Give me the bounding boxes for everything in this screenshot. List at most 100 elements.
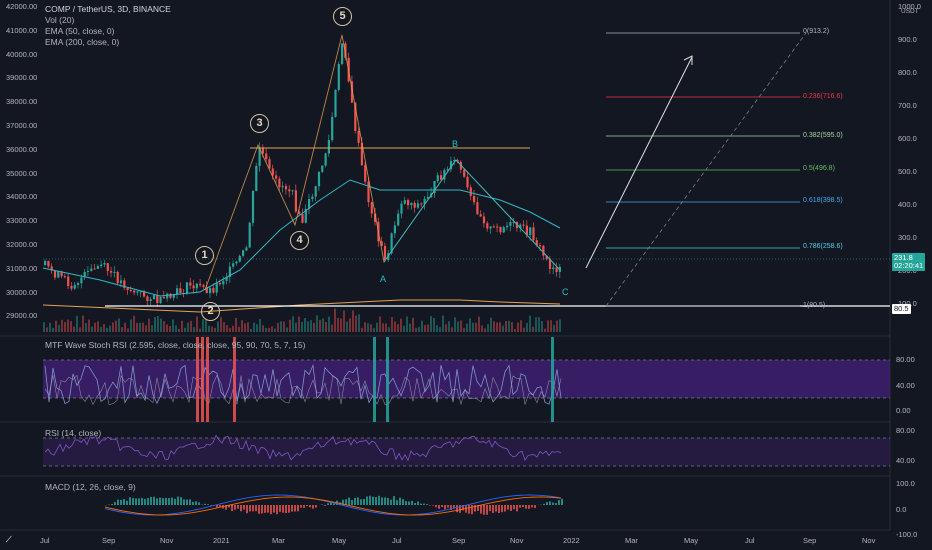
candle-body [555, 267, 558, 273]
candle-body [50, 266, 53, 271]
volume-bar [226, 325, 228, 332]
volume-bar [49, 322, 51, 332]
volume-bar [400, 318, 402, 332]
tradingview-logo-icon[interactable]: ⟋ [6, 535, 12, 544]
volume-bar [94, 322, 96, 332]
candle-body [393, 225, 396, 234]
volume-bar [274, 328, 276, 332]
volume-bar [514, 328, 516, 332]
candle-body [123, 280, 126, 289]
indicator-vol[interactable]: Vol (20) [45, 15, 75, 25]
candle-body [440, 175, 443, 180]
symbol-title[interactable]: COMP / TetherUS, 3D, BINANCE [45, 4, 171, 14]
time-axis-label: Nov [862, 536, 876, 545]
macd-histogram-bar [507, 505, 509, 510]
volume-bar [367, 323, 369, 332]
candle-body [176, 288, 179, 295]
macd-histogram-bar [276, 505, 278, 515]
macd-histogram-bar [234, 505, 236, 510]
macd-histogram-bar [315, 505, 317, 508]
left-axis-tick: 32000.00 [6, 240, 38, 249]
rsi-pane-title[interactable]: RSI (14, close) [45, 428, 102, 438]
candle-body [218, 282, 222, 285]
candle-body [466, 176, 469, 188]
macd-histogram-bar [429, 505, 431, 506]
volume-bar [109, 325, 111, 332]
projection-arrow [585, 56, 693, 269]
candle-body [202, 285, 205, 287]
right-axis-tick: 800.0 [898, 68, 917, 77]
volume-bar [520, 320, 522, 332]
candle-body [261, 147, 264, 154]
macd-line [104, 494, 562, 516]
candle-body [255, 165, 258, 191]
macd-histogram-bar [114, 502, 116, 505]
volume-bar [316, 315, 318, 332]
volume-bar [388, 327, 390, 332]
stoch-axis-tick: 0.00 [896, 406, 911, 415]
candle-body [248, 222, 251, 248]
time-axis-label: Sep [102, 536, 116, 545]
volume-bar [334, 308, 336, 332]
volume-bar [307, 321, 309, 332]
macd-histogram-bar [204, 503, 206, 505]
currency-unit[interactable]: USDT [901, 8, 919, 15]
indicator-ema50[interactable]: EMA (50, close, 0) [45, 26, 115, 36]
fib-0-label: 0(913.2) [803, 28, 830, 35]
candle-body [209, 287, 212, 294]
macd-histogram-bar [330, 501, 332, 505]
volume-bar [286, 327, 288, 332]
stoch-signal-bar [233, 337, 236, 422]
indicator-ema200[interactable]: EMA (200, close, 0) [45, 37, 120, 47]
volume-bar [193, 327, 195, 332]
time-axis-label: 2022 [563, 536, 580, 545]
candle-body [212, 287, 215, 293]
macd-histogram-bar [246, 505, 248, 514]
left-axis-tick: 35000.00 [6, 168, 38, 178]
macd-histogram-bar [450, 505, 452, 510]
macd-histogram-bar [360, 499, 362, 505]
candle-body [225, 276, 228, 281]
macd-histogram-bar [486, 505, 488, 515]
volume-bar [208, 325, 210, 332]
volume-bar [148, 318, 150, 332]
volume-bar [421, 320, 423, 332]
right-axis-tick: 400.0 [898, 200, 917, 209]
volume-bar [472, 322, 474, 332]
fib-0786-label: 0.786(258.6) [803, 243, 843, 250]
stoch-axis-tick: 80.00 [896, 355, 915, 364]
macd-histogram-bar [120, 499, 122, 505]
macd-histogram-bar [396, 500, 398, 505]
macd-histogram-bar [390, 499, 392, 505]
time-axis-label: Mar [272, 536, 285, 545]
left-axis-tick: 30000.00 [6, 287, 38, 297]
macd-histogram-bar [444, 505, 446, 510]
volume-bar [499, 322, 501, 332]
volume-bar [100, 326, 102, 332]
macd-histogram-bar [207, 504, 209, 505]
stoch-pane-title[interactable]: MTF Wave Stoch RSI (2.595, close, close,… [45, 340, 306, 350]
macd-histogram-bar [492, 505, 494, 513]
candle-body [162, 296, 165, 299]
candle-body [110, 271, 113, 273]
macd-histogram-bar [333, 503, 335, 505]
macd-pane-title[interactable]: MACD (12, 26, close, 9) [45, 482, 136, 492]
candle-body [245, 247, 248, 251]
volume-bar [397, 324, 399, 332]
candle-body [281, 186, 284, 188]
volume-bar [241, 320, 243, 332]
volume-bar [106, 327, 108, 332]
volume-bar [103, 324, 105, 332]
candle-body [53, 270, 57, 278]
candle-body [509, 222, 512, 226]
left-axis-tick: 39000.00 [6, 73, 38, 83]
volume-bar [199, 328, 201, 332]
candle-body [116, 271, 119, 284]
volume-bar [262, 325, 264, 332]
volume-bar [487, 324, 489, 332]
candle-body [360, 142, 363, 166]
rsi-axis-tick: 80.00 [896, 426, 915, 435]
candle-body [100, 264, 103, 267]
volume-bar [493, 321, 495, 332]
